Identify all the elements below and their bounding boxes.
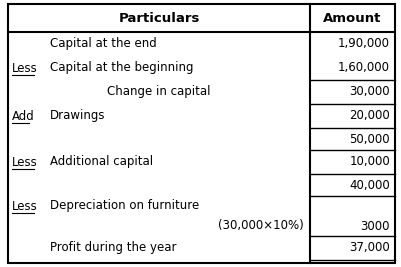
Text: Add: Add xyxy=(12,109,35,123)
Text: Less: Less xyxy=(12,155,38,168)
Text: Capital at the beginning: Capital at the beginning xyxy=(50,61,194,74)
Text: 37,000: 37,000 xyxy=(349,241,390,254)
Text: (30,000×10%): (30,000×10%) xyxy=(218,219,304,233)
Text: 3000: 3000 xyxy=(360,219,390,233)
Text: Profit during the year: Profit during the year xyxy=(50,241,176,254)
Text: 20,000: 20,000 xyxy=(349,109,390,123)
Text: Particulars: Particulars xyxy=(118,11,200,25)
Text: Less: Less xyxy=(12,199,38,213)
Text: 40,000: 40,000 xyxy=(349,179,390,191)
Text: Capital at the end: Capital at the end xyxy=(50,37,157,50)
Text: Additional capital: Additional capital xyxy=(50,155,153,168)
Text: Amount: Amount xyxy=(323,11,382,25)
Text: 30,000: 30,000 xyxy=(349,85,390,99)
Text: 1,90,000: 1,90,000 xyxy=(338,37,390,50)
Text: 1,60,000: 1,60,000 xyxy=(338,61,390,74)
Text: Less: Less xyxy=(12,61,38,74)
Text: 50,000: 50,000 xyxy=(349,132,390,146)
Text: Change in capital: Change in capital xyxy=(107,85,211,99)
Text: Depreciation on furniture: Depreciation on furniture xyxy=(50,199,199,213)
Text: Drawings: Drawings xyxy=(50,109,105,123)
Text: 10,000: 10,000 xyxy=(349,155,390,168)
